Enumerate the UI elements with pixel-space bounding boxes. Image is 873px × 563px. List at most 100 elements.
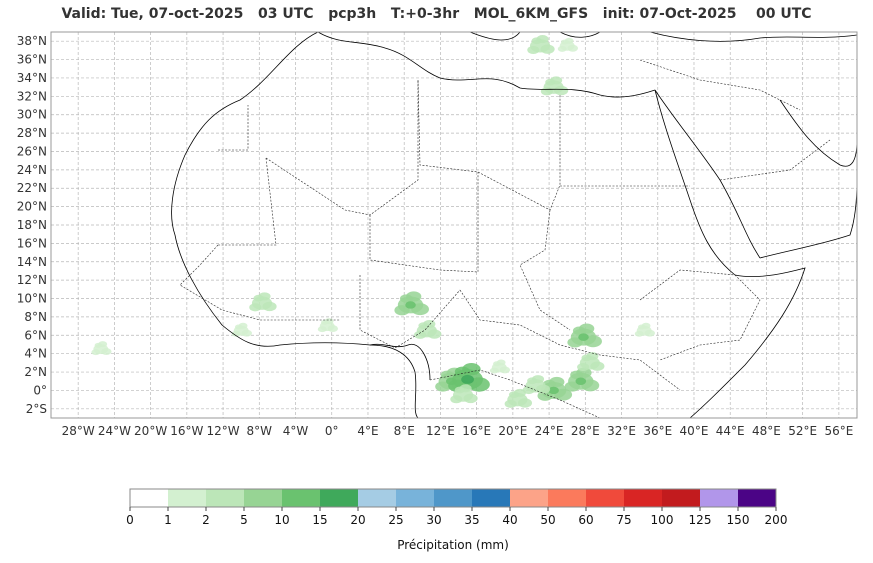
colorbar-tick-label: 25 [388,513,403,527]
lon-tick-label: 24°E [535,424,564,438]
precip-blob [531,37,542,45]
lat-tick-label: 8°N [24,310,47,324]
precip-blob [634,330,644,337]
precip-cell [394,291,429,316]
precip-blob [241,329,252,337]
precip-blob [557,45,567,52]
precip-blob [644,329,655,337]
lat-tick-label: 10°N [17,292,47,306]
colorbar-swatch [472,489,511,507]
longitude-tick-labels: 28°W 24°W 20°W 16°W 12°W 8°W 4°W 0° 4°E 8°E 12°E 16… [62,424,854,438]
colorbar-tick-label: 150 [727,513,750,527]
lat-tick-label: 6°N [24,328,47,342]
lat-tick-label: 20°N [17,200,47,214]
border-ethiopia [639,269,761,361]
precip-cell [414,319,442,339]
colorbar-tick-label: 125 [689,513,712,527]
lat-tick-label: 38°N [17,34,47,48]
colorbar-swatch [738,489,777,507]
border-chad-sudan [519,209,571,331]
lat-tick-label: 24°N [17,163,47,177]
persian-gulf-coast [779,99,857,167]
precip-blob [584,335,602,348]
gulf-of-guinea-coast [369,343,431,381]
country-borders [179,59,831,418]
red-sea-west-coast [654,89,736,276]
precip-blob [545,78,556,86]
lon-tick-label: 24°W [98,424,131,438]
precip-blob [435,381,451,392]
precip-blob [394,305,410,316]
colorbar-swatch [396,489,435,507]
precip-blob [454,386,465,394]
latitude-tick-labels: 38°N 36°N 34°N 32°N 30°N 28°N 26°N 24°N 22°N 20°N… [17,34,47,416]
precip-blob [463,393,478,404]
lon-tick-label: 36°E [643,424,672,438]
precip-blob [399,294,413,303]
precip-cell [231,322,252,337]
lon-tick-label: 8°W [247,424,273,438]
colorbar-swatch [206,489,245,507]
lon-tick-label: 20°W [134,424,167,438]
red-sea-east-coast [654,89,761,259]
precip-blob [493,361,501,367]
lon-tick-label: 12°W [206,424,239,438]
precip-blob [231,330,241,337]
colorbar-swatch [358,489,397,507]
precip-blob [253,294,264,302]
precip-blob [418,322,429,330]
border-middle-east [639,59,831,181]
precip-blob [249,303,262,312]
lon-tick-label: 52°E [788,424,817,438]
lon-tick-label: 16°W [170,424,203,438]
precip-blob [489,367,499,374]
precip-cell [557,37,578,52]
colorbar-tick-label: 50 [540,513,555,527]
precip-core [578,333,589,341]
precip-cell [634,322,655,337]
precip-core [405,301,416,309]
mediterranean-coast-north-africa [317,32,656,98]
lat-tick-label: 30°N [17,108,47,122]
lon-tick-label: 56°E [824,424,853,438]
precip-blob [554,388,573,401]
precip-blob [499,366,511,374]
colorbar-swatch [510,489,549,507]
precip-cell [91,341,112,356]
precip-blob [577,363,590,372]
precip-blob [564,381,580,392]
precip-cell [522,375,551,395]
precip-cell [527,35,555,55]
horn-of-africa-coast [689,267,806,418]
lat-tick-label: 32°N [17,89,47,103]
precip-cell [450,384,478,404]
colorbar-frame [129,488,777,508]
precip-blob [317,326,327,333]
colorbar-tick-label: 30 [426,513,441,527]
precip-cell [489,359,511,374]
lat-tick-label: 36°N [17,53,47,67]
border-niger-chad [369,172,479,273]
colorbar-tick-label: 200 [765,513,788,527]
lat-tick-label: 14°N [17,255,47,269]
precip-blob [567,44,578,52]
precip-blob [504,399,517,408]
lat-tick-label: 0° [33,383,47,397]
precip-blob [561,39,569,45]
precipitation-colorbar: 0 1 2 5 10 15 20 25 30 35 40 50 60 75 100 125 150 200 [126,488,788,527]
lat-tick-label: 2°N [24,365,47,379]
lon-tick-label: 28°E [571,424,600,438]
colorbar-tick-label: 10 [274,513,289,527]
precip-core [548,386,559,395]
precip-core [461,374,474,384]
colorbar-title: Précipitation (mm) [397,538,509,552]
colorbar-tick-label: 0 [126,513,134,527]
precip-blob [527,45,540,55]
border-central-africa [459,289,681,391]
lon-tick-label: 40°E [680,424,709,438]
precip-cell [577,352,605,372]
precip-blob [321,319,329,325]
precip-cell [448,363,490,392]
colorbar-swatch [700,489,739,507]
